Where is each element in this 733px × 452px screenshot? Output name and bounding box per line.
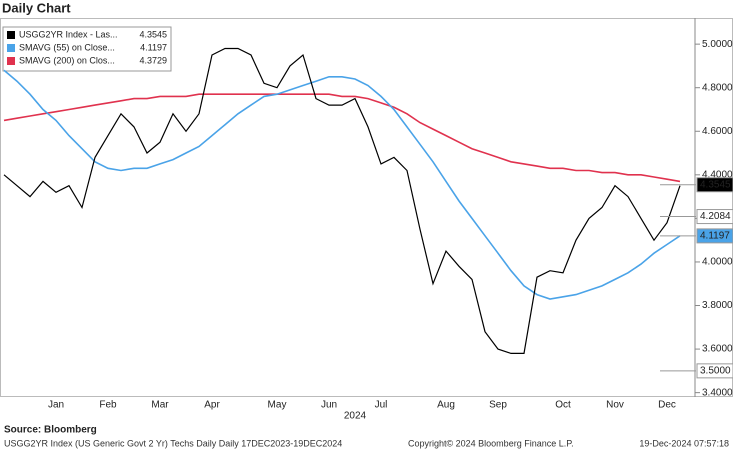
marker-label: 3.5000	[700, 366, 731, 377]
legend-value: 4.3729	[139, 55, 167, 65]
marker-box	[696, 228, 733, 244]
x-tick-label: Jan	[48, 400, 64, 411]
y-tick-label: 4.8000	[702, 82, 733, 93]
marker-box	[696, 363, 733, 379]
footer-left: USGG2YR Index (US Generic Govt 2 Yr) Tec…	[4, 438, 342, 448]
y-tick-label: 4.6000	[702, 126, 733, 137]
x-tick-label: Apr	[204, 400, 220, 411]
series-line	[3, 93, 681, 183]
x-tick-label: Feb	[99, 400, 117, 411]
y-tick-label: 5.0000	[702, 39, 733, 50]
legend-label: SMAVG (55) on Close...	[19, 42, 115, 52]
legend-swatch	[7, 57, 15, 65]
x-tick-label: Mar	[151, 400, 169, 411]
y-tick-label: 4.0000	[702, 257, 733, 268]
y-tick-label: 3.8000	[702, 300, 733, 311]
legend-box	[2, 26, 172, 72]
x-tick-label: Jun	[321, 400, 337, 411]
footer-copyright: Copyright© 2024 Bloomberg Finance L.P.	[408, 438, 574, 448]
legend-label: SMAVG (200) on Clos...	[19, 55, 115, 65]
chart-title: Daily Chart	[2, 0, 71, 15]
legend-swatch	[7, 31, 15, 39]
legend-value: 4.3545	[139, 29, 167, 39]
marker-label: 4.1197	[700, 231, 730, 242]
marker-box	[696, 209, 733, 225]
marker-label: 4.2084	[700, 211, 731, 222]
source: Source: Bloomberg	[4, 425, 97, 436]
x-tick-label: Oct	[555, 400, 571, 411]
y-tick-label: 3.4000	[702, 387, 733, 398]
series-line	[3, 69, 681, 300]
x-tick-label: Nov	[606, 400, 624, 411]
legend-value: 4.1197	[140, 42, 167, 52]
x-tick-label: Sep	[489, 400, 507, 411]
legend-swatch	[7, 44, 15, 52]
marker-label: 4.3545	[700, 179, 731, 190]
footer-date: 19-Dec-2024 07:57:18	[639, 438, 729, 448]
y-tick-label: 3.6000	[702, 344, 733, 355]
y-tick-label: 4.4000	[702, 169, 733, 180]
x-tick-label: May	[268, 400, 287, 411]
x-tick-label: Jul	[375, 400, 388, 411]
marker-box	[696, 177, 733, 193]
legend-label: USGG2YR Index - Las...	[19, 29, 118, 39]
x-tick-label: Dec	[658, 400, 676, 411]
x-axis-label: 2024	[344, 411, 367, 422]
series-line	[3, 47, 681, 354]
x-tick-label: Aug	[437, 400, 455, 411]
